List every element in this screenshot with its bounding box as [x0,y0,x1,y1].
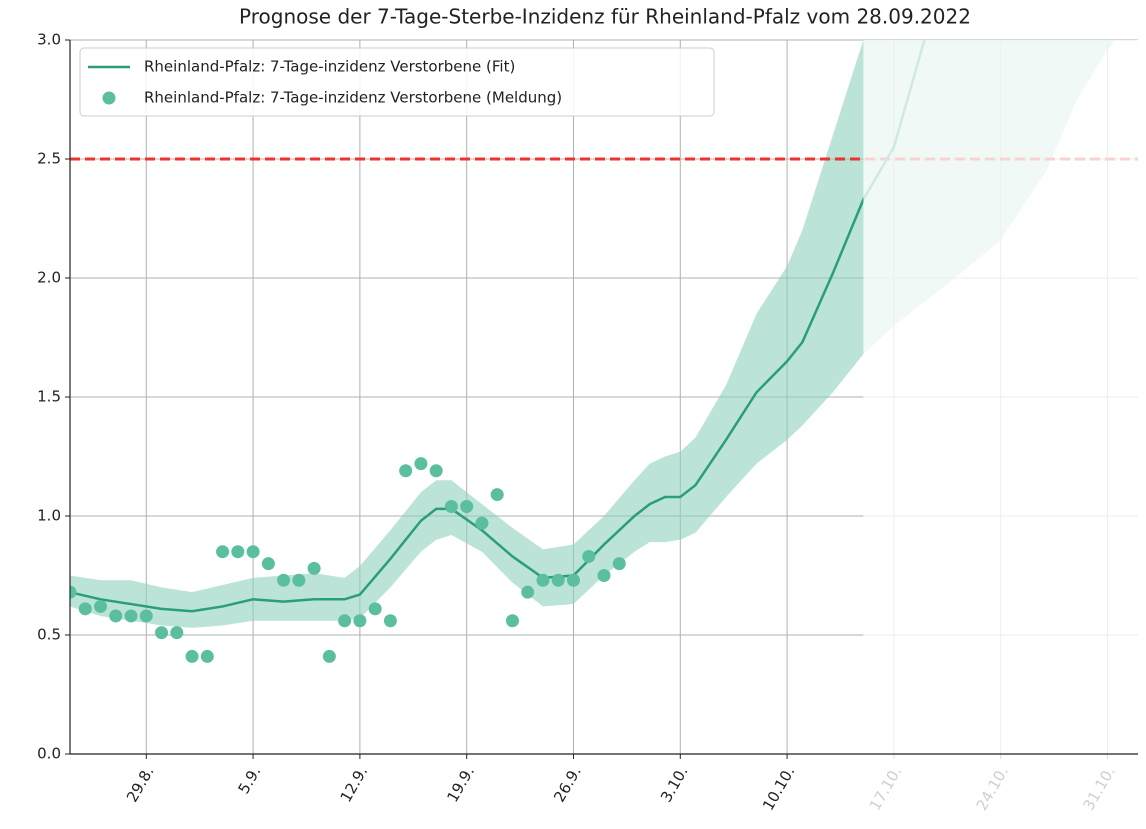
data-point [124,609,138,623]
data-point [399,464,413,478]
y-tick-label: 2.0 [37,269,61,287]
data-point [536,573,550,587]
x-tick-label: 3.10. [657,763,692,805]
data-point [139,609,153,623]
data-point [155,626,169,640]
data-point [307,561,321,575]
data-point [460,499,474,513]
data-point [612,557,626,571]
fit-line [70,40,926,613]
data-point [185,649,199,663]
legend-label: Rheinland-Pfalz: 7-Tage-inzidenz Verstor… [144,89,562,107]
data-point [566,573,580,587]
data-point [246,545,260,559]
data-point [521,585,535,599]
data-point [505,614,519,628]
x-tick-label: 5.9. [235,763,265,797]
data-point [277,573,291,587]
y-tick-label: 1.5 [37,388,61,406]
legend-label: Rheinland-Pfalz: 7-Tage-inzidenz Verstor… [144,58,515,76]
x-tick-label: 24.10. [973,763,1012,813]
data-point [429,464,443,478]
data-point [444,499,458,513]
plot-area [70,40,1138,754]
data-point [231,545,245,559]
data-point [261,557,275,571]
x-tick-label: 17.10. [866,763,905,813]
x-tick-label: 31.10. [1079,763,1118,813]
data-point [94,599,108,613]
y-tick-label: 0.0 [37,745,61,763]
data-point [78,602,92,616]
legend-box [79,47,715,117]
forecast-fade [863,40,1138,754]
confidence-band [70,40,1117,628]
x-tick-label: 26.9. [550,763,585,805]
x-tick-label: 12.9. [337,763,372,805]
data-point [490,488,504,502]
legend-marker [102,91,116,105]
x-tick-label: 29.8. [123,763,158,805]
data-point [597,569,611,582]
data-point [216,545,230,559]
y-tick-label: 3.0 [37,31,61,49]
data-point [582,549,596,563]
data-point [383,614,397,628]
data-point [292,573,306,587]
y-tick-label: 2.5 [37,150,61,168]
data-point [338,614,352,628]
data-point [109,609,123,623]
data-point [475,516,489,530]
data-point [368,602,382,616]
data-point [353,614,367,628]
y-tick-label: 0.5 [37,626,61,644]
data-point [322,649,336,663]
x-tick-label: 10.10. [759,763,798,813]
data-point [551,573,565,587]
data-point [170,626,184,640]
data-point [414,457,428,471]
data-point [200,649,214,663]
chart-title: Prognose der 7-Tage-Sterbe-Inzidenz für … [239,5,971,29]
y-tick-label: 1.0 [37,507,61,525]
data-point [70,585,77,599]
x-tick-label: 19.9. [443,763,478,805]
